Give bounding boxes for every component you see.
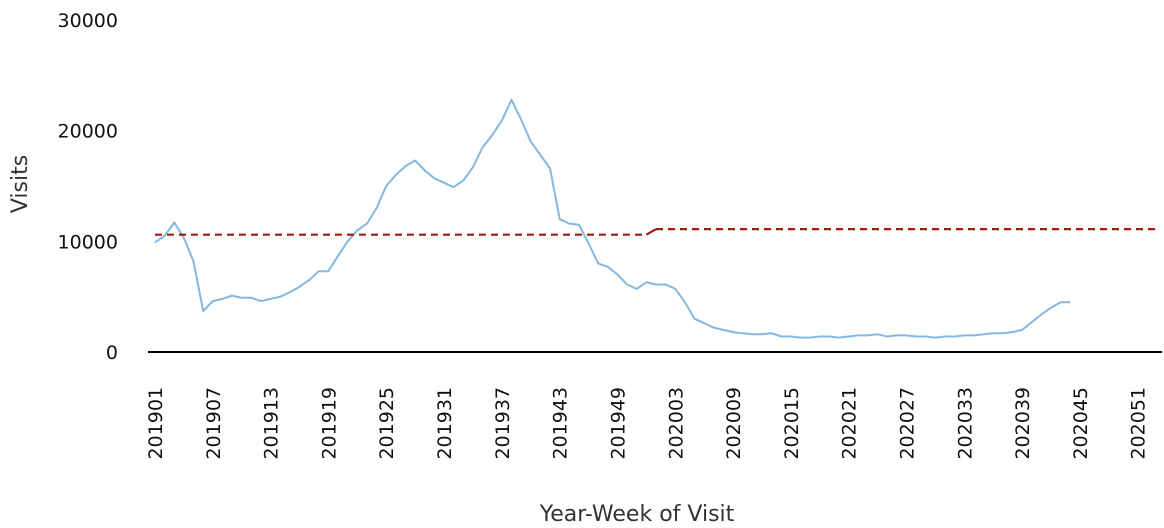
x-tick-label: 201949 bbox=[607, 387, 629, 460]
x-tick-label: 202015 bbox=[781, 387, 803, 460]
x-tick-label: 201901 bbox=[145, 387, 167, 460]
x-tick-label: 202027 bbox=[897, 387, 919, 460]
visits-series-line bbox=[154, 98, 1071, 339]
x-tick-label: 201925 bbox=[376, 387, 398, 460]
x-tick-label: 202033 bbox=[954, 387, 976, 460]
x-tick-label: 202039 bbox=[1012, 387, 1034, 460]
x-tick-label: 201931 bbox=[434, 387, 456, 460]
x-tick-label: 202021 bbox=[839, 387, 861, 460]
y-tick-label: 20000 bbox=[58, 121, 118, 143]
x-tick-label: 202009 bbox=[723, 387, 745, 460]
x-tick-label: 201943 bbox=[550, 387, 572, 460]
x-tick-label: 202045 bbox=[1070, 387, 1092, 460]
y-tick-label: 0 bbox=[106, 342, 118, 364]
y-axis-ticks: 0 10000 20000 30000 bbox=[58, 10, 118, 364]
x-axis-ticks: 201901 201907 201913 201919 201925 201931 2019… bbox=[145, 387, 1150, 460]
average-line-step bbox=[645, 228, 657, 236]
y-tick-label: 30000 bbox=[58, 10, 118, 32]
x-tick-label: 202003 bbox=[665, 387, 687, 460]
y-tick-label: 10000 bbox=[58, 231, 118, 253]
x-axis-title: Year-Week of Visit bbox=[539, 502, 735, 527]
x-tick-label: 201937 bbox=[492, 387, 514, 460]
series-layer bbox=[154, 98, 1157, 339]
x-tick-label: 201913 bbox=[261, 387, 283, 460]
x-tick-label: 201907 bbox=[203, 387, 225, 460]
x-tick-label: 201919 bbox=[318, 387, 340, 460]
x-tick-label: 202051 bbox=[1128, 387, 1150, 460]
y-axis-title: Visits bbox=[8, 155, 33, 213]
